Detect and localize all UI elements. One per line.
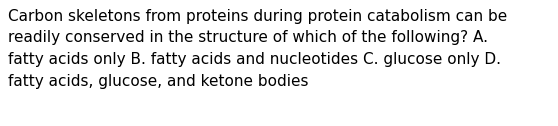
Text: Carbon skeletons from proteins during protein catabolism can be
readily conserve: Carbon skeletons from proteins during pr… bbox=[8, 9, 508, 89]
